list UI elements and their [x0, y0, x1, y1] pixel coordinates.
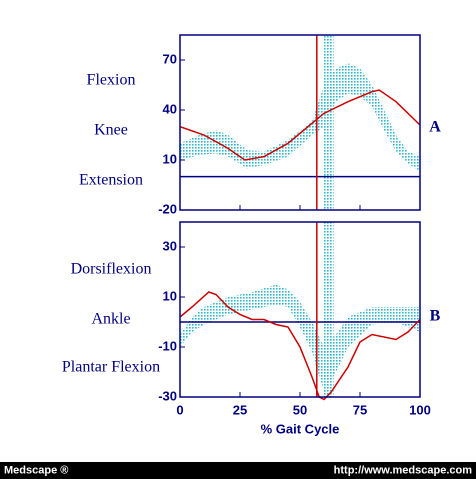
y-tick-label: 10: [163, 288, 177, 303]
toe-off-band: [324, 222, 334, 397]
side-label: Extension: [79, 172, 143, 189]
y-tick-label: 30: [163, 238, 177, 253]
panel-label: B: [430, 308, 441, 325]
y-tick-label: 70: [163, 51, 177, 66]
y-tick-label: -10: [158, 338, 177, 353]
x-tick-label: 0: [176, 402, 183, 417]
footer-right: http://www.medscape.com: [334, 464, 473, 476]
side-label: Ankle: [91, 311, 130, 328]
y-tick-label: -20: [158, 201, 177, 216]
x-tick-label: 100: [409, 402, 431, 417]
patient-line: [179, 291, 421, 401]
toe-off-band: [324, 35, 334, 210]
y-tick-label: 40: [163, 101, 177, 116]
normal-band: [180, 284, 420, 392]
side-label: Dorsiflexion: [71, 261, 152, 278]
y-tick-label: -30: [158, 388, 177, 403]
side-label: Plantar Flexion: [62, 359, 160, 376]
footer-bar: [0, 462, 476, 479]
panel-label: A: [429, 119, 441, 136]
x-tick-label: 25: [233, 402, 247, 417]
y-tick-label: 10: [163, 151, 177, 166]
footer-left: Medscape ®: [4, 464, 68, 476]
patient-line: [179, 89, 421, 161]
x-axis-label: % Gait Cycle: [261, 421, 340, 436]
x-tick-label: 75: [353, 402, 367, 417]
normal-band: [180, 63, 420, 172]
side-label: Flexion: [87, 72, 136, 89]
x-tick-label: 50: [293, 402, 307, 417]
side-label: Knee: [94, 122, 128, 139]
